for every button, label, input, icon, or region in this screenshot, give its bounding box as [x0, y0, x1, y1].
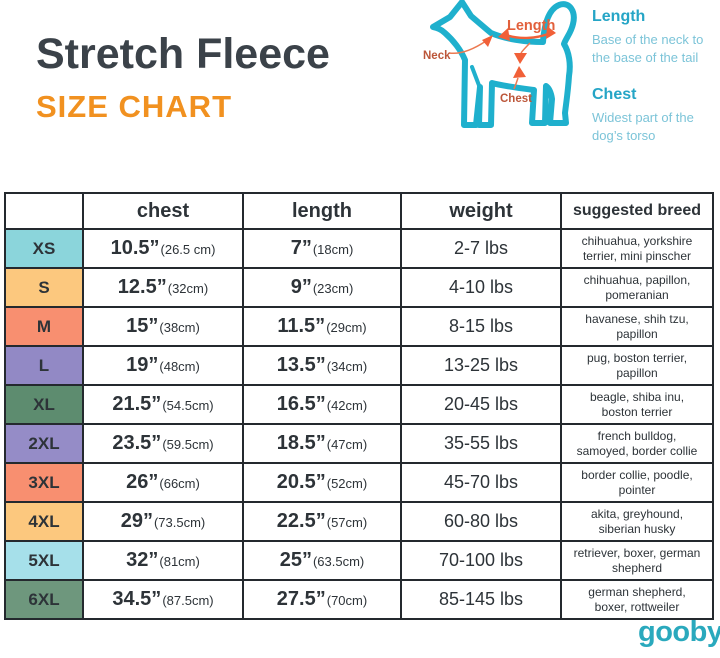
- length-arrowhead-right-icon: [546, 26, 556, 39]
- brand-logo: gooby®: [638, 616, 720, 649]
- size-cell: 5XL: [4, 540, 84, 581]
- page-title: Stretch Fleece: [36, 30, 330, 78]
- length-cell: 27.5”(70cm): [242, 579, 402, 620]
- legend-chest-description: Widest part of the dog’s torso: [592, 110, 694, 143]
- length-cell: 22.5”(57cm): [242, 501, 402, 542]
- chest-label: Chest: [500, 93, 532, 105]
- size-cell: L: [4, 345, 84, 386]
- breed-cell: akita, greyhound, siberian husky: [560, 501, 714, 542]
- chest-arrow-upper: [520, 42, 531, 54]
- neck-label: Neck: [423, 50, 451, 62]
- breed-cell: border collie, poodle, pointer: [560, 462, 714, 503]
- length-cell: 18.5”(47cm): [242, 423, 402, 464]
- legend-item-chest: Chest Widest part of the dog’s torso: [592, 86, 716, 144]
- table-header-row: chest length weight suggested breed: [4, 192, 714, 230]
- weight-cell: 2-7 lbs: [400, 228, 562, 269]
- table-row: 6XL 34.5”(87.5cm) 27.5”(70cm) 85-145 lbs ger…: [4, 579, 714, 620]
- length-label: Length: [507, 18, 555, 34]
- table-row: M 15”(38cm) 11.5”(29cm) 8-15 lbs havanese, s…: [4, 306, 714, 347]
- neck-arrow: [448, 40, 487, 55]
- chest-cell: 23.5”(59.5cm): [82, 423, 244, 464]
- length-cell: 9”(23cm): [242, 267, 402, 308]
- neck-arrowhead-icon: [482, 35, 493, 47]
- dog-outline-icon: [430, 0, 577, 128]
- size-cell: 4XL: [4, 501, 84, 542]
- chest-cell: 21.5”(54.5cm): [82, 384, 244, 425]
- dog-measurement-diagram: Neck Length Chest: [423, 0, 577, 128]
- table-row: 4XL 29”(73.5cm) 22.5”(57cm) 60-80 lbs akita,…: [4, 501, 714, 542]
- length-arrowhead-left-icon: [498, 28, 510, 41]
- legend-chest-title: Chest: [592, 86, 637, 104]
- table-row: 5XL 32”(81cm) 25”(63.5cm) 70-100 lbs retriev…: [4, 540, 714, 581]
- weight-cell: 45-70 lbs: [400, 462, 562, 503]
- column-header-length: length: [242, 192, 402, 230]
- table-row: 3XL 26”(66cm) 20.5”(52cm) 45-70 lbs border c…: [4, 462, 714, 503]
- table-row: L 19”(48cm) 13.5”(34cm) 13-25 lbs pug, bosto…: [4, 345, 714, 386]
- size-chart-table: chest length weight suggested breed XS 10…: [4, 192, 714, 620]
- length-cell: 13.5”(34cm): [242, 345, 402, 386]
- page-subtitle: SIZE CHART: [36, 89, 232, 124]
- chest-cell: 26”(66cm): [82, 462, 244, 503]
- size-cell: XS: [4, 228, 84, 269]
- size-cell: 6XL: [4, 579, 84, 620]
- weight-cell: 4-10 lbs: [400, 267, 562, 308]
- legend-item-length: Length Base of the neck to the base of t…: [592, 8, 716, 66]
- breed-cell: havanese, shih tzu, papillon: [560, 306, 714, 347]
- chest-cell: 32”(81cm): [82, 540, 244, 581]
- table-row: XS 10.5”(26.5 cm) 7”(18cm) 2-7 lbs chihuahua…: [4, 228, 714, 269]
- length-cell: 25”(63.5cm): [242, 540, 402, 581]
- chest-cell: 34.5”(87.5cm): [82, 579, 244, 620]
- breed-cell: chihuahua, papillon, pomeranian: [560, 267, 714, 308]
- title-block: Stretch Fleece SIZE CHART: [36, 30, 330, 125]
- chest-arrowhead-down-icon: [514, 53, 527, 64]
- chest-cell: 15”(38cm): [82, 306, 244, 347]
- breed-cell: french bulldog, samoyed, border collie: [560, 423, 714, 464]
- column-header-breed: suggested breed: [560, 192, 714, 230]
- size-cell: 2XL: [4, 423, 84, 464]
- length-arrow: [505, 32, 549, 40]
- chest-arrow-lower: [513, 77, 519, 90]
- size-cell: 3XL: [4, 462, 84, 503]
- breed-cell: retriever, boxer, german shepherd: [560, 540, 714, 581]
- length-cell: 7”(18cm): [242, 228, 402, 269]
- table-row: XL 21.5”(54.5cm) 16.5”(42cm) 20-45 lbs beagl…: [4, 384, 714, 425]
- chest-cell: 10.5”(26.5 cm): [82, 228, 244, 269]
- weight-cell: 60-80 lbs: [400, 501, 562, 542]
- dog-foreleg-line: [470, 65, 482, 90]
- weight-cell: 8-15 lbs: [400, 306, 562, 347]
- size-cell: S: [4, 267, 84, 308]
- legend-length-description: Base of the neck to the base of the tail: [592, 32, 704, 65]
- column-header-size: [4, 192, 84, 230]
- chest-cell: 19”(48cm): [82, 345, 244, 386]
- size-cell: XL: [4, 384, 84, 425]
- breed-cell: german shepherd, boxer, rottweiler: [560, 579, 714, 620]
- column-header-weight: weight: [400, 192, 562, 230]
- breed-cell: chihuahua, yorkshire terrier, mini pinsc…: [560, 228, 714, 269]
- weight-cell: 20-45 lbs: [400, 384, 562, 425]
- measurement-legend: Length Base of the neck to the base of t…: [592, 8, 716, 164]
- length-cell: 16.5”(42cm): [242, 384, 402, 425]
- length-cell: 20.5”(52cm): [242, 462, 402, 503]
- table-row: S 12.5”(32cm) 9”(23cm) 4-10 lbs chihuahua, p…: [4, 267, 714, 308]
- column-header-chest: chest: [82, 192, 244, 230]
- chest-cell: 12.5”(32cm): [82, 267, 244, 308]
- weight-cell: 13-25 lbs: [400, 345, 562, 386]
- weight-cell: 70-100 lbs: [400, 540, 562, 581]
- breed-cell: pug, boston terrier, papillon: [560, 345, 714, 386]
- chest-cell: 29”(73.5cm): [82, 501, 244, 542]
- breed-cell: beagle, shiba inu, boston terrier: [560, 384, 714, 425]
- brand-logo-text: gooby: [638, 616, 720, 648]
- table-row: 2XL 23.5”(59.5cm) 18.5”(47cm) 35-55 lbs fren…: [4, 423, 714, 464]
- weight-cell: 35-55 lbs: [400, 423, 562, 464]
- weight-cell: 85-145 lbs: [400, 579, 562, 620]
- chest-arrowhead-up-icon: [513, 66, 526, 78]
- legend-length-title: Length: [592, 8, 646, 25]
- length-cell: 11.5”(29cm): [242, 306, 402, 347]
- size-cell: M: [4, 306, 84, 347]
